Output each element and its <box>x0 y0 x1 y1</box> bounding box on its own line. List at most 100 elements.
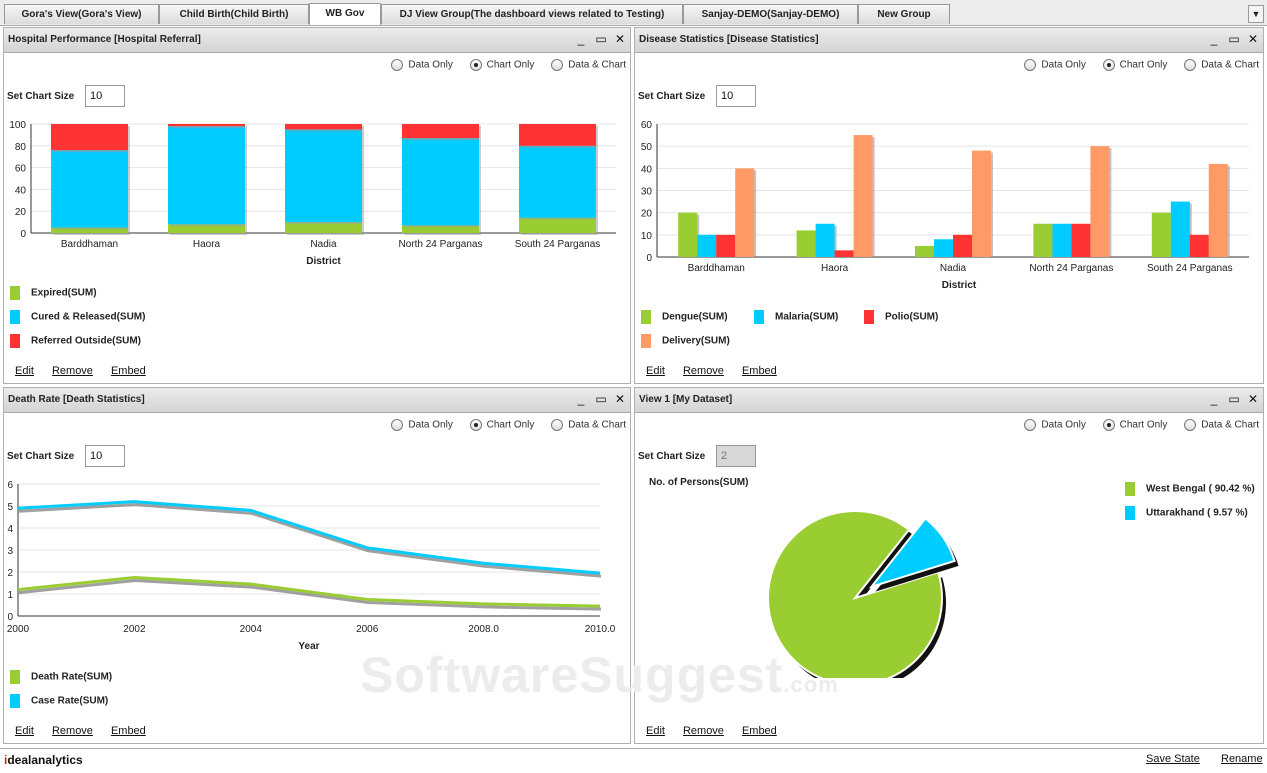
logo-i: i <box>4 753 8 767</box>
close-icon[interactable]: ✕ <box>614 32 626 46</box>
set-chart-size-label: Set Chart Size <box>638 451 706 462</box>
maximize-icon[interactable]: ▭ <box>595 32 607 46</box>
bar <box>716 234 736 257</box>
chart-size-input[interactable] <box>716 85 756 107</box>
edit-link[interactable]: Edit <box>646 365 665 377</box>
data-only-label: Data Only <box>408 59 453 71</box>
minimize-icon[interactable]: _ <box>577 32 585 46</box>
x-tick-label: 2002 <box>123 624 146 635</box>
bar <box>915 245 934 257</box>
bar <box>934 239 953 257</box>
remove-link[interactable]: Remove <box>682 365 724 377</box>
bar-segment <box>402 138 479 226</box>
bar-segment <box>519 145 596 218</box>
maximize-icon[interactable]: ▭ <box>595 392 607 406</box>
view-mode-radios: Data Only Chart Only Data & Chart <box>1010 419 1259 433</box>
chart-only-label: Chart Only <box>486 59 535 71</box>
maximize-icon[interactable]: ▭ <box>1228 32 1240 46</box>
y-tick-label: 60 <box>15 164 27 175</box>
panel-title: Disease Statistics [Disease Statistics] <box>639 34 819 45</box>
embed-link[interactable]: Embed <box>110 365 146 377</box>
legend-label: Case Rate(SUM) <box>31 695 109 707</box>
chart-only-radio[interactable] <box>1102 419 1115 431</box>
data-chart-radio[interactable] <box>551 419 564 431</box>
panel-header: Disease Statistics [Disease Statistics] … <box>635 28 1263 53</box>
data-only-radio[interactable] <box>1024 59 1037 71</box>
tab-dj-view-group[interactable]: DJ View Group(The dashboard views relate… <box>381 4 683 24</box>
chart-size-input <box>716 445 756 467</box>
chart-size-input[interactable] <box>85 445 125 467</box>
remove-link[interactable]: Remove <box>682 725 724 737</box>
panel-title: View 1 [My Dataset] <box>639 394 733 405</box>
data-chart-radio[interactable] <box>1184 419 1197 431</box>
close-icon[interactable]: ✕ <box>614 392 626 406</box>
view-group-tabs: Gora's View(Gora's View) Child Birth(Chi… <box>0 0 1267 26</box>
bar <box>1208 163 1228 257</box>
legend-swatch <box>641 310 651 324</box>
minimize-icon[interactable]: _ <box>577 392 585 406</box>
x-tick-label: 2008.0 <box>468 624 499 635</box>
x-tick-label: South 24 Parganas <box>515 239 601 250</box>
x-tick-label: Haora <box>821 263 849 274</box>
x-tick-label: South 24 Parganas <box>1147 263 1233 274</box>
x-tick-label: Nadia <box>310 239 337 250</box>
chart-only-radio[interactable] <box>469 59 482 71</box>
bar-segment <box>519 124 596 146</box>
bar-segment <box>285 124 362 130</box>
save-state-link[interactable]: Save State <box>1146 753 1200 765</box>
chart-size-input[interactable] <box>85 85 125 107</box>
edit-link[interactable]: Edit <box>15 725 34 737</box>
data-chart-radio[interactable] <box>551 59 564 71</box>
tab-child-birth[interactable]: Child Birth(Child Birth) <box>159 4 309 24</box>
tab-new-group[interactable]: New Group <box>858 4 950 24</box>
chart-only-radio[interactable] <box>469 419 482 431</box>
x-tick-label: Haora <box>193 239 221 250</box>
rename-link[interactable]: Rename <box>1221 753 1263 765</box>
remove-link[interactable]: Remove <box>51 365 93 377</box>
bar <box>735 168 755 257</box>
bar-segment <box>402 124 479 139</box>
legend-swatch <box>10 310 20 324</box>
close-icon[interactable]: ✕ <box>1247 392 1259 406</box>
close-icon[interactable]: ✕ <box>1247 32 1259 46</box>
panel-actions: Edit Remove Embed <box>15 725 164 737</box>
bottom-bar: idealanalytics Save State Rename <box>0 748 1267 773</box>
edit-link[interactable]: Edit <box>646 725 665 737</box>
data-only-radio[interactable] <box>391 59 404 71</box>
legend-swatch <box>10 286 20 300</box>
edit-link[interactable]: Edit <box>15 365 34 377</box>
embed-link[interactable]: Embed <box>741 365 777 377</box>
embed-link[interactable]: Embed <box>741 725 777 737</box>
minimize-icon[interactable]: _ <box>1210 32 1218 46</box>
legend-label: Malaria(SUM) <box>775 311 839 323</box>
data-chart-radio[interactable] <box>1184 59 1197 71</box>
chart-only-label: Chart Only <box>486 419 535 431</box>
tab-wb-gov[interactable]: WB Gov <box>309 3 381 25</box>
legend-item-malaria: Malaria(SUM) <box>754 310 838 324</box>
legend-item-expired: Expired(SUM) <box>10 286 97 300</box>
tabs-dropdown-icon[interactable]: ▼ <box>1248 5 1264 23</box>
legend-item-referred: Referred Outside(SUM) <box>10 334 141 348</box>
y-tick-label: 6 <box>7 480 13 491</box>
bar-segment <box>168 224 245 233</box>
remove-link[interactable]: Remove <box>51 725 93 737</box>
bar-segment <box>285 222 362 233</box>
persons-pie-chart <box>767 510 959 678</box>
y-tick-label: 2 <box>7 568 13 579</box>
bar <box>853 135 873 257</box>
data-only-radio[interactable] <box>391 419 404 431</box>
series-shadow <box>18 503 602 578</box>
disease-statistics-panel: Disease Statistics [Disease Statistics] … <box>634 27 1264 384</box>
y-tick-label: 60 <box>641 120 653 131</box>
data-only-radio[interactable] <box>1024 419 1037 431</box>
embed-link[interactable]: Embed <box>110 725 146 737</box>
tab-goras-view[interactable]: Gora's View(Gora's View) <box>4 4 159 24</box>
tab-sanjay-demo[interactable]: Sanjay-DEMO(Sanjay-DEMO) <box>683 4 858 24</box>
minimize-icon[interactable]: _ <box>1210 392 1218 406</box>
y-tick-label: 1 <box>7 590 13 601</box>
y-tick-label: 0 <box>20 229 26 240</box>
legend-swatch <box>754 310 764 324</box>
maximize-icon[interactable]: ▭ <box>1228 392 1240 406</box>
watermark-main: SoftwareSuggest <box>360 647 784 703</box>
chart-only-radio[interactable] <box>1102 59 1115 71</box>
